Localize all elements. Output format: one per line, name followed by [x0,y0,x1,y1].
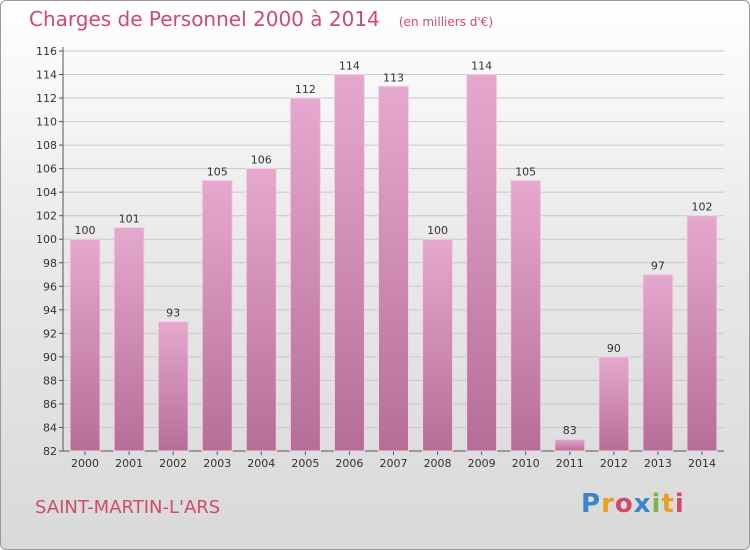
x-tick-label: 2007 [380,457,408,470]
x-tick-label: 2004 [247,457,275,470]
y-tick-label: 98 [43,257,57,270]
y-tick-label: 112 [36,92,57,105]
bar-2012 [598,356,630,452]
bar-2007 [378,85,409,452]
x-tick-label: 2011 [556,457,584,470]
y-tick-label: 100 [36,233,57,246]
x-tick-label: 2006 [335,457,363,470]
data-label-2008: 100 [427,224,448,237]
bars [69,74,718,452]
data-label-2006: 114 [339,60,360,73]
data-label-2003: 105 [207,165,228,178]
y-tick-label: 82 [43,445,57,458]
bar-2013 [642,274,674,452]
y-tick-label: 94 [43,304,57,317]
y-tick-label: 114 [36,69,57,82]
y-tick-label: 90 [43,351,57,364]
proxiti-logo: Proxiti [581,489,685,519]
unit-note: (en milliers d'€) [398,15,493,29]
place-name: SAINT-MARTIN-L'ARS [35,497,221,518]
data-label-2001: 101 [119,212,140,225]
data-label-2004: 106 [251,154,272,167]
data-label-2011: 83 [563,424,577,437]
bar-2010 [510,179,542,452]
data-label-2005: 112 [295,83,316,96]
logo-letter: x [633,489,652,519]
data-labels: 100 101 93 105 106 112 114 113 100 114 105 83 90 97 10… [75,60,713,438]
bar-2004 [245,168,277,452]
y-tick-label: 106 [36,163,57,176]
x-tick-label: 2002 [159,457,187,470]
logo-letter: o [614,489,634,519]
bar-2003 [201,179,233,452]
data-label-2007: 113 [383,71,404,84]
x-tick-label: 2005 [291,457,319,470]
bar-2014 [686,215,718,452]
x-tick-label: 2013 [644,457,672,470]
logo-letter: i [674,489,685,519]
bar-2000 [69,238,101,452]
y-tick-label: 108 [36,139,57,152]
y-tick-label: 88 [43,374,57,387]
bar-2009 [466,74,498,452]
bar-2002 [157,321,189,452]
bar-2005 [289,97,321,452]
x-tick-label: 2014 [688,457,716,470]
data-label-2010: 105 [515,165,536,178]
y-tick-label: 110 [36,116,57,129]
logo-letter: t [661,489,675,519]
bar-2006 [333,74,365,452]
x-tick-label: 2008 [424,457,452,470]
x-tick-label: 2010 [512,457,540,470]
x-tick-label: 2001 [115,457,143,470]
x-tick-label: 2012 [600,457,628,470]
x-tick-label: 2009 [468,457,496,470]
y-tick-label: 116 [36,45,57,58]
bar-2008 [422,238,454,452]
data-label-2009: 114 [471,60,492,73]
x-tick-label: 2003 [203,457,231,470]
y-tick-label: 84 [43,421,57,434]
data-label-2014: 102 [691,201,712,214]
data-label-2000: 100 [75,224,96,237]
data-label-2012: 90 [607,342,621,355]
chart-title: Charges de Personnel 2000 à 2014 [29,7,380,31]
y-tick-label: 92 [43,327,57,340]
y-tick-label: 86 [43,398,57,411]
y-tick-label: 104 [36,186,57,199]
logo-letter: i [651,489,662,519]
data-label-2013: 97 [651,260,665,273]
logo-letter: P [581,489,602,519]
bar-2001 [113,226,145,452]
bar-2011 [554,438,586,452]
x-tick-label: 2000 [71,457,99,470]
y-tick-label: 96 [43,280,57,293]
logo-letter: r [601,489,615,519]
y-tick-label: 102 [36,210,57,223]
title-row: Charges de Personnel 2000 à 2014 (en mil… [29,7,493,31]
data-label-2002: 93 [166,307,180,320]
